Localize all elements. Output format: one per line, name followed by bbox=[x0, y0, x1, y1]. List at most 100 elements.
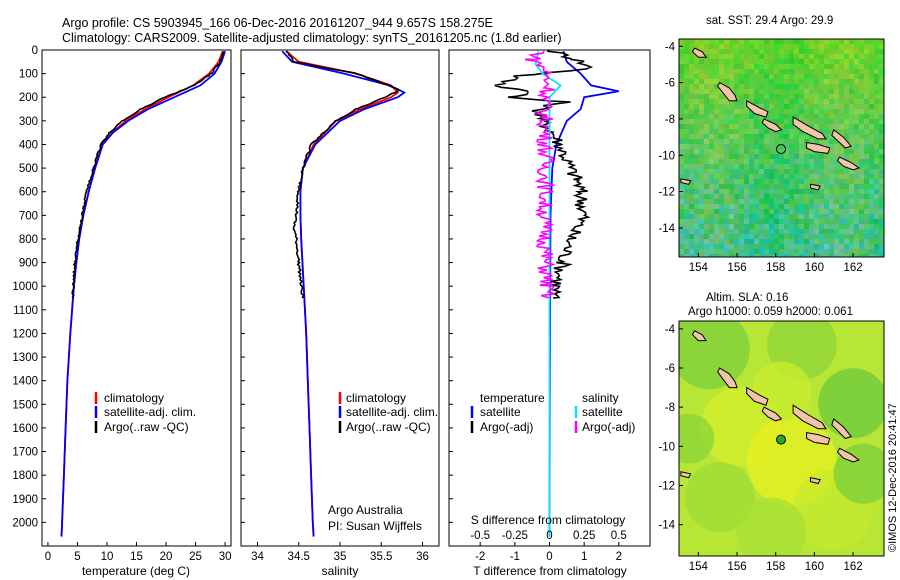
sst-pixel bbox=[844, 224, 849, 229]
sst-pixel bbox=[854, 134, 859, 139]
sst-pixel bbox=[759, 79, 764, 84]
sst-pixel bbox=[864, 219, 869, 224]
series-climatology bbox=[60, 50, 224, 537]
sst-pixel bbox=[814, 219, 819, 224]
sst-pixel bbox=[749, 59, 754, 64]
sst-pixel bbox=[784, 229, 789, 234]
sst-pixel bbox=[739, 184, 744, 189]
map-xtick-label: 160 bbox=[805, 262, 824, 274]
sst-pixel bbox=[679, 199, 684, 204]
sst-pixel bbox=[849, 244, 854, 249]
sst-pixel bbox=[749, 54, 754, 59]
sst-pixel bbox=[849, 119, 854, 124]
sst-pixel bbox=[724, 144, 729, 149]
sst-pixel bbox=[749, 239, 754, 244]
sst-pixel bbox=[789, 54, 794, 59]
sst-pixel bbox=[824, 229, 829, 234]
sst-pixel bbox=[879, 219, 884, 224]
sst-pixel bbox=[864, 214, 869, 219]
sst-pixel bbox=[879, 84, 884, 89]
sst-pixel bbox=[789, 239, 794, 244]
sst-pixel bbox=[704, 189, 709, 194]
sst-pixel bbox=[684, 154, 689, 159]
sst-pixel bbox=[839, 104, 844, 109]
sst-pixel bbox=[859, 154, 864, 159]
sst-pixel bbox=[794, 134, 799, 139]
sst-pixel bbox=[804, 59, 809, 64]
sst-pixel bbox=[864, 204, 869, 209]
sst-pixel bbox=[809, 124, 814, 129]
sst-pixel bbox=[874, 219, 879, 224]
sst-pixel bbox=[784, 69, 789, 74]
sst-pixel bbox=[854, 159, 859, 164]
sst-pixel bbox=[879, 124, 884, 129]
sst-pixel bbox=[799, 244, 804, 249]
sst-pixel bbox=[729, 179, 734, 184]
sst-pixel bbox=[799, 239, 804, 244]
s-tick-label: -0.25 bbox=[502, 530, 528, 542]
sst-pixel bbox=[874, 119, 879, 124]
island bbox=[792, 116, 827, 140]
sst-pixel bbox=[829, 219, 834, 224]
sla-blob bbox=[685, 462, 755, 533]
sst-pixel bbox=[779, 184, 784, 189]
sst-pixel bbox=[879, 209, 884, 214]
sst-pixel bbox=[829, 74, 834, 79]
legend-label-satellite: satellite-adj. clim. bbox=[346, 405, 438, 419]
sst-pixel bbox=[809, 159, 814, 164]
s-tick-label: -0.5 bbox=[470, 530, 490, 542]
sst-pixel bbox=[869, 224, 874, 229]
sst-pixel bbox=[814, 194, 819, 199]
sst-pixel bbox=[719, 69, 724, 74]
sst-pixel bbox=[689, 219, 694, 224]
sst-pixel bbox=[779, 189, 784, 194]
sst-pixel bbox=[834, 184, 839, 189]
sst-pixel bbox=[809, 209, 814, 214]
ytick-label: 1900 bbox=[12, 494, 38, 506]
sst-pixel bbox=[839, 89, 844, 94]
sst-pixel bbox=[739, 159, 744, 164]
sst-pixel bbox=[684, 64, 689, 69]
sst-pixel bbox=[864, 254, 869, 257]
xtick-label: 0 bbox=[546, 551, 552, 563]
sst-pixel bbox=[834, 239, 839, 244]
sst-pixel bbox=[809, 229, 814, 234]
sst-pixel bbox=[859, 59, 864, 64]
sst-pixel bbox=[864, 229, 869, 234]
sst-pixel bbox=[699, 149, 704, 154]
sst-pixel bbox=[749, 244, 754, 249]
sst-pixel bbox=[854, 194, 859, 199]
sst-pixel bbox=[684, 59, 689, 64]
legend-label-argo: Argo(..raw -QC) bbox=[104, 420, 189, 434]
sst-pixel bbox=[749, 169, 754, 174]
sst-pixel bbox=[799, 154, 804, 159]
sst-pixel bbox=[854, 39, 859, 44]
sst-pixel bbox=[704, 174, 709, 179]
sst-pixel bbox=[814, 169, 819, 174]
sst-pixel bbox=[689, 209, 694, 214]
sst-pixel bbox=[849, 204, 854, 209]
sst-pixel bbox=[799, 64, 804, 69]
salinity-series bbox=[281, 50, 407, 537]
sst-pixel bbox=[789, 164, 794, 169]
sst-pixel bbox=[879, 79, 884, 84]
sst-pixel bbox=[729, 74, 734, 79]
sst-pixel bbox=[679, 149, 684, 154]
sla-argo-marker bbox=[776, 434, 787, 445]
sst-pixel bbox=[779, 179, 784, 184]
sst-pixel bbox=[714, 114, 719, 119]
sst-pixel bbox=[719, 184, 724, 189]
sst-pixel bbox=[694, 159, 699, 164]
sst-pixel bbox=[679, 69, 684, 74]
sst-pixel bbox=[804, 154, 809, 159]
sst-pixel bbox=[799, 114, 804, 119]
sst-pixel bbox=[709, 189, 714, 194]
sst-pixel bbox=[679, 109, 684, 114]
sst-pixel bbox=[854, 89, 859, 94]
sst-pixel bbox=[824, 254, 829, 257]
sst-pixel bbox=[869, 194, 874, 199]
sst-pixel bbox=[839, 54, 844, 59]
sst-pixel bbox=[709, 44, 714, 49]
sst-pixel bbox=[859, 114, 864, 119]
sst-pixel bbox=[814, 154, 819, 159]
